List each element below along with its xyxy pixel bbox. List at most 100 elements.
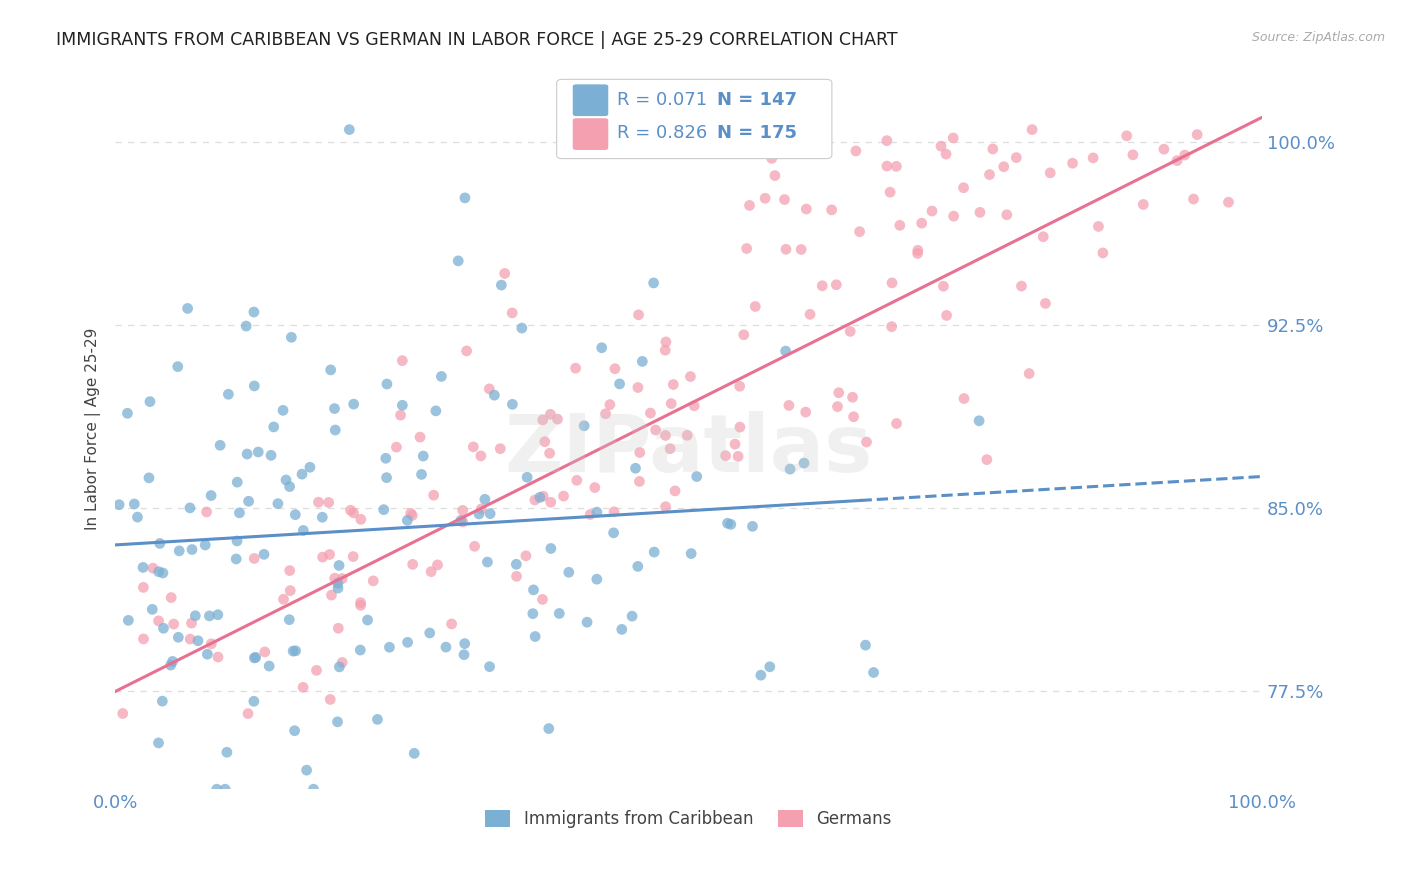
Point [728,420,751,434]
Point [278,613,301,627]
Point [477,555,499,569]
Point [396,635,419,649]
Point [260,448,283,462]
Point [778,399,800,413]
Point [263,420,285,434]
Point [553,489,575,503]
Text: IMMIGRANTS FROM CARIBBEAN VS GERMAN IN LABOR FORCE | AGE 25-29 CORRELATION CHART: IMMIGRANTS FROM CARIBBEAN VS GERMAN IN L… [56,31,898,49]
Point [585,572,607,586]
Point [979,168,1001,182]
Point [662,377,685,392]
Point [187,633,209,648]
Point [454,637,477,651]
Point [180,616,202,631]
Point [451,503,474,517]
Point [1115,128,1137,143]
Point [505,569,527,583]
Point [292,681,315,695]
Point [724,437,747,451]
Point [399,506,422,520]
Point [828,385,851,400]
Point [969,205,991,219]
Point [610,623,633,637]
Point [228,506,250,520]
Point [537,722,560,736]
Point [391,398,413,412]
Point [323,423,346,437]
Point [425,404,447,418]
Point [478,659,501,673]
Point [799,124,821,138]
Point [775,242,797,256]
Point [993,160,1015,174]
Point [794,202,817,216]
Point [572,418,595,433]
Point [295,763,318,777]
FancyBboxPatch shape [557,79,832,159]
Point [681,547,703,561]
Point [935,147,957,161]
Point [243,379,266,393]
Point [470,449,492,463]
Text: R = 0.826: R = 0.826 [617,124,707,143]
Point [139,394,162,409]
Point [741,519,763,533]
Point [142,561,165,575]
Point [284,508,307,522]
Point [659,442,682,456]
Point [409,430,432,444]
Point [318,548,340,562]
Point [284,723,307,738]
Point [326,714,349,729]
Point [271,403,294,417]
Point [716,516,738,531]
Point [464,539,486,553]
Point [679,369,702,384]
Point [759,660,782,674]
Point [305,664,328,678]
Point [330,656,353,670]
Point [790,243,813,257]
Point [579,508,602,522]
Point [749,668,772,682]
Point [531,413,554,427]
Point [198,608,221,623]
Point [339,503,361,517]
Point [163,617,186,632]
Point [862,665,884,680]
Point [132,581,155,595]
Point [311,550,333,565]
Point [148,614,170,628]
Point [981,142,1004,156]
Point [491,278,513,293]
Point [209,438,232,452]
Point [401,508,423,523]
Point [655,334,678,349]
Point [886,417,908,431]
Point [479,507,502,521]
Point [253,547,276,561]
Point [349,596,371,610]
Point [932,279,955,293]
FancyBboxPatch shape [572,85,609,116]
Point [148,736,170,750]
Point [412,449,434,463]
Point [1218,195,1240,210]
Point [967,414,990,428]
Point [283,644,305,658]
Point [215,745,238,759]
Point [226,475,249,490]
Point [735,242,758,256]
Point [643,545,665,559]
Point [800,130,823,145]
Point [243,651,266,665]
Point [855,435,877,450]
Point [200,637,222,651]
Point [1153,142,1175,156]
Point [538,446,561,460]
Point [599,398,621,412]
FancyBboxPatch shape [572,119,609,150]
Point [627,380,650,394]
Point [463,440,485,454]
Point [564,361,586,376]
